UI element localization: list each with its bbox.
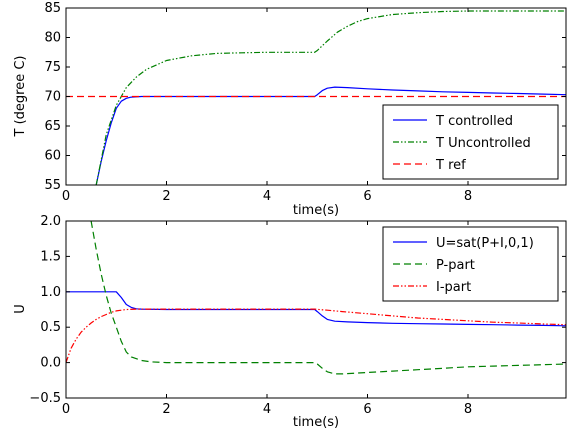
control-y-tick-label: 1.5: [40, 249, 61, 264]
temperature-legend-label: T controlled: [435, 114, 513, 129]
temperature-x-axis-label: time(s): [293, 203, 339, 218]
control-series-line-0: [66, 291, 566, 327]
control-y-axis-label: U: [13, 304, 28, 314]
temperature-legend-label: T ref: [435, 158, 466, 173]
temperature-ticks: 0 2 4 6 8 55 60 65 70 75 80 85: [44, 1, 566, 204]
control-lines: [66, 221, 566, 375]
control-series-line-1: [90, 221, 566, 375]
control-legend-label: I-part: [436, 280, 471, 295]
temperature-x-tick-label: 8: [464, 189, 472, 204]
temperature-x-tick-label: 0: [62, 189, 70, 204]
temperature-legend-label: T Uncontrolled: [435, 136, 531, 151]
temperature-x-tick-label: 4: [263, 189, 271, 204]
control-legend: U=sat(P+I,0,1) P-part I-part: [382, 226, 559, 302]
control-x-tick-label: 2: [162, 402, 170, 417]
control-x-tick-label: 6: [363, 402, 371, 417]
temperature-y-tick-label: 65: [44, 119, 61, 134]
control-y-tick-label: 0.5: [40, 320, 61, 335]
control-x-tick-label: 4: [263, 402, 271, 417]
control-y-tick-label: 2.0: [40, 214, 61, 229]
temperature-series-line-1: [95, 10, 566, 185]
temperature-y-tick-label: 85: [44, 1, 61, 16]
temperature-y-tick-label: 60: [44, 149, 61, 164]
control-legend-label: U=sat(P+I,0,1): [436, 236, 534, 251]
temperature-x-tick-label: 2: [162, 189, 170, 204]
temperature-legend: T controlled T Uncontrolled T ref: [382, 104, 559, 180]
temperature-y-tick-label: 70: [44, 90, 61, 105]
control-x-tick-label: 8: [464, 402, 472, 417]
temperature-panel: 0 2 4 6 8 55 60 65 70 75 80 85 T (degree C) time(s)…: [13, 1, 567, 218]
control-series-line-2: [66, 308, 566, 363]
temperature-series-line-0: [95, 86, 566, 185]
control-y-tick-label: 0.0: [40, 356, 61, 371]
control-x-tick-label: 0: [62, 402, 70, 417]
control-legend-box: [382, 226, 559, 302]
temperature-y-tick-label: 55: [44, 178, 61, 193]
control-legend-label: P-part: [436, 258, 475, 273]
control-y-tick-label: −0.5: [29, 391, 61, 406]
temperature-lines: [66, 10, 566, 185]
control-y-tick-label: 1.0: [40, 285, 61, 300]
control-panel: 0 2 4 6 8 −0.5 0.0 0.5 1.0 1.5 2.0 U time(s) U=sat…: [13, 214, 567, 430]
control-x-axis-label: time(s): [293, 415, 339, 430]
temperature-x-tick-label: 6: [363, 189, 371, 204]
temperature-y-tick-label: 80: [44, 31, 61, 46]
temperature-y-tick-label: 75: [44, 60, 61, 75]
control-axes-frame: [65, 220, 567, 399]
temperature-y-axis-label: T (degree C): [13, 56, 28, 138]
control-ticks: 0 2 4 6 8 −0.5 0.0 0.5 1.0 1.5 2.0: [29, 214, 566, 417]
